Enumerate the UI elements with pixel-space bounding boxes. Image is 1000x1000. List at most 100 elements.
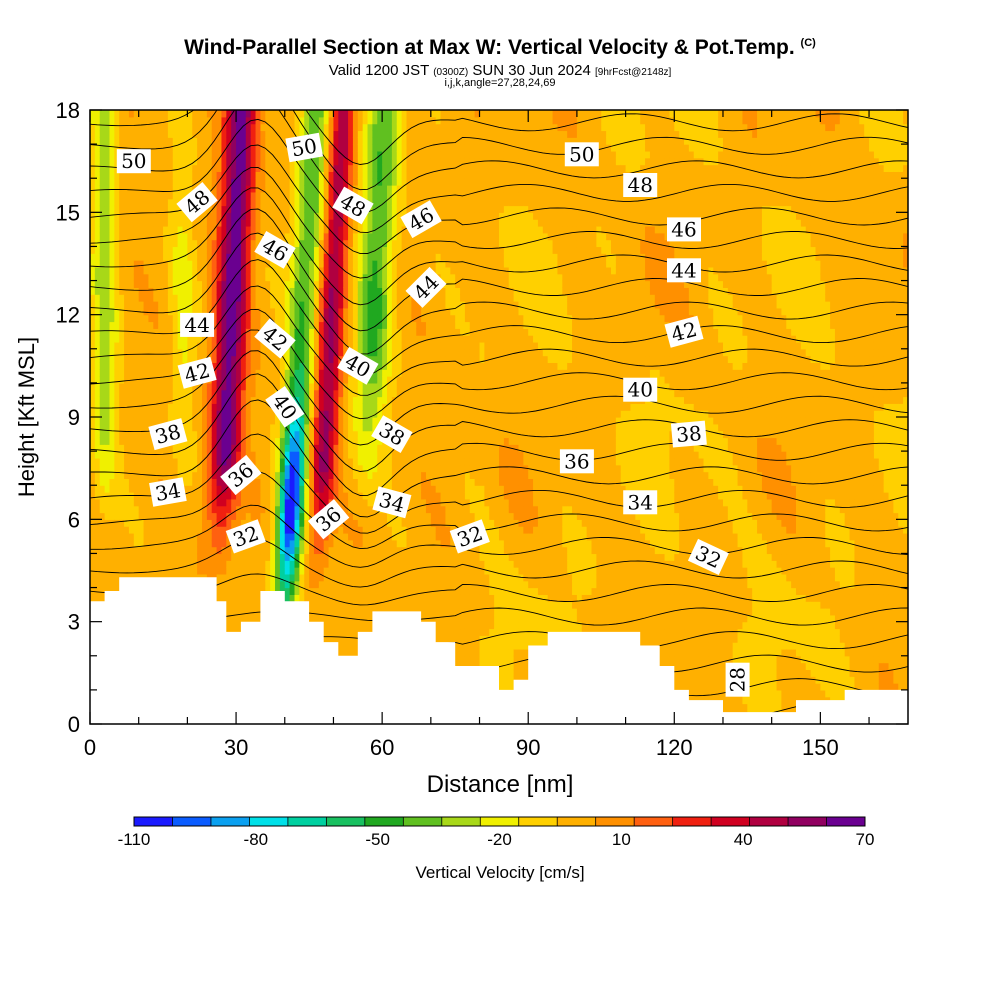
velocity-cell: [313, 601, 320, 609]
velocity-cell: [99, 389, 106, 398]
velocity-cell: [338, 123, 344, 132]
velocity-cell: [153, 116, 159, 125]
velocity-cell: [216, 137, 223, 145]
velocity-cell: [114, 253, 120, 261]
velocity-cell: [265, 144, 271, 152]
velocity-cell: [338, 116, 344, 125]
velocity-cell: [94, 137, 101, 145]
velocity-cell: [348, 601, 354, 609]
velocity-cell: [167, 260, 174, 268]
velocity-cell: [338, 648, 344, 657]
velocity-cell: [206, 492, 213, 500]
velocity-cell: [167, 171, 174, 179]
velocity-cell: [148, 417, 154, 425]
velocity-cell: [221, 478, 227, 486]
velocity-cell: [201, 123, 208, 132]
velocity-cell: [240, 307, 247, 316]
velocity-cell: [124, 328, 130, 336]
velocity-cell: [294, 225, 300, 234]
velocity-cell: [138, 144, 145, 152]
velocity-cell: [270, 273, 276, 282]
velocity-cell: [109, 321, 115, 329]
velocity-cell: [333, 532, 339, 541]
velocity-cell: [163, 417, 169, 425]
velocity-cell: [236, 144, 242, 152]
velocity-cell: [236, 608, 242, 616]
velocity-cell: [153, 519, 159, 527]
velocity-cell: [313, 539, 320, 548]
velocity-cell: [338, 376, 344, 384]
velocity-cell: [240, 280, 247, 288]
velocity-cell: [250, 171, 257, 179]
velocity-cell: [167, 567, 174, 575]
velocity-cell: [236, 280, 242, 288]
velocity-cell: [275, 355, 281, 364]
velocity-cell: [163, 116, 169, 125]
velocity-cell: [226, 314, 232, 323]
velocity-cell: [158, 110, 164, 118]
velocity-cell: [323, 601, 330, 609]
velocity-cell: [158, 526, 164, 534]
velocity-cell: [201, 471, 208, 479]
velocity-cell: [158, 266, 164, 275]
velocity-cell: [94, 512, 101, 520]
velocity-cell: [128, 512, 135, 520]
velocity-cell: [90, 246, 96, 254]
velocity-cell: [275, 464, 281, 473]
velocity-cell: [187, 471, 193, 479]
velocity-cell: [289, 355, 296, 364]
velocity-cell: [352, 478, 359, 486]
velocity-cell: [245, 280, 252, 288]
velocity-cell: [270, 560, 276, 568]
velocity-cell: [90, 437, 96, 445]
velocity-cell: [323, 307, 330, 316]
velocity-cell: [114, 355, 120, 364]
velocity-cell: [114, 314, 120, 323]
velocity-cell: [143, 328, 150, 336]
velocity-cell: [206, 294, 213, 302]
velocity-cell: [99, 430, 106, 439]
velocity-cell: [104, 410, 111, 418]
velocity-cell: [90, 505, 96, 514]
velocity-cell: [104, 280, 111, 288]
velocity-cell: [318, 137, 325, 145]
velocity-cell: [338, 130, 344, 138]
velocity-cell: [109, 526, 115, 534]
velocity-cell: [348, 519, 354, 527]
velocity-cell: [236, 567, 242, 575]
velocity-cell: [338, 642, 344, 650]
velocity-cell: [299, 457, 305, 466]
velocity-cell: [109, 464, 115, 473]
velocity-cell: [240, 601, 247, 609]
velocity-cell: [197, 341, 203, 350]
velocity-cell: [352, 110, 359, 118]
velocity-cell: [260, 362, 266, 370]
velocity-cell: [192, 273, 198, 282]
velocity-cell: [348, 321, 354, 329]
velocity-cell: [226, 512, 232, 520]
velocity-cell: [352, 178, 359, 186]
velocity-cell: [270, 417, 276, 425]
velocity-cell: [284, 225, 291, 234]
velocity-cell: [119, 539, 125, 548]
velocity-cell: [99, 260, 106, 268]
velocity-cell: [143, 321, 150, 329]
velocity-cell: [294, 178, 300, 186]
velocity-cell: [153, 341, 159, 350]
velocity-cell: [357, 505, 364, 514]
velocity-cell: [90, 144, 96, 152]
velocity-cell: [343, 239, 349, 248]
velocity-cell: [133, 382, 140, 391]
velocity-cell: [216, 471, 223, 479]
velocity-cell: [119, 348, 125, 357]
velocity-cell: [104, 567, 111, 575]
velocity-cell: [216, 294, 223, 302]
velocity-cell: [304, 232, 310, 241]
velocity-cell: [133, 430, 140, 439]
velocity-cell: [187, 287, 193, 295]
velocity-cell: [197, 355, 203, 364]
velocity-cell: [226, 219, 232, 227]
velocity-cell: [279, 198, 286, 207]
velocity-cell: [221, 519, 227, 527]
velocity-cell: [167, 403, 174, 411]
